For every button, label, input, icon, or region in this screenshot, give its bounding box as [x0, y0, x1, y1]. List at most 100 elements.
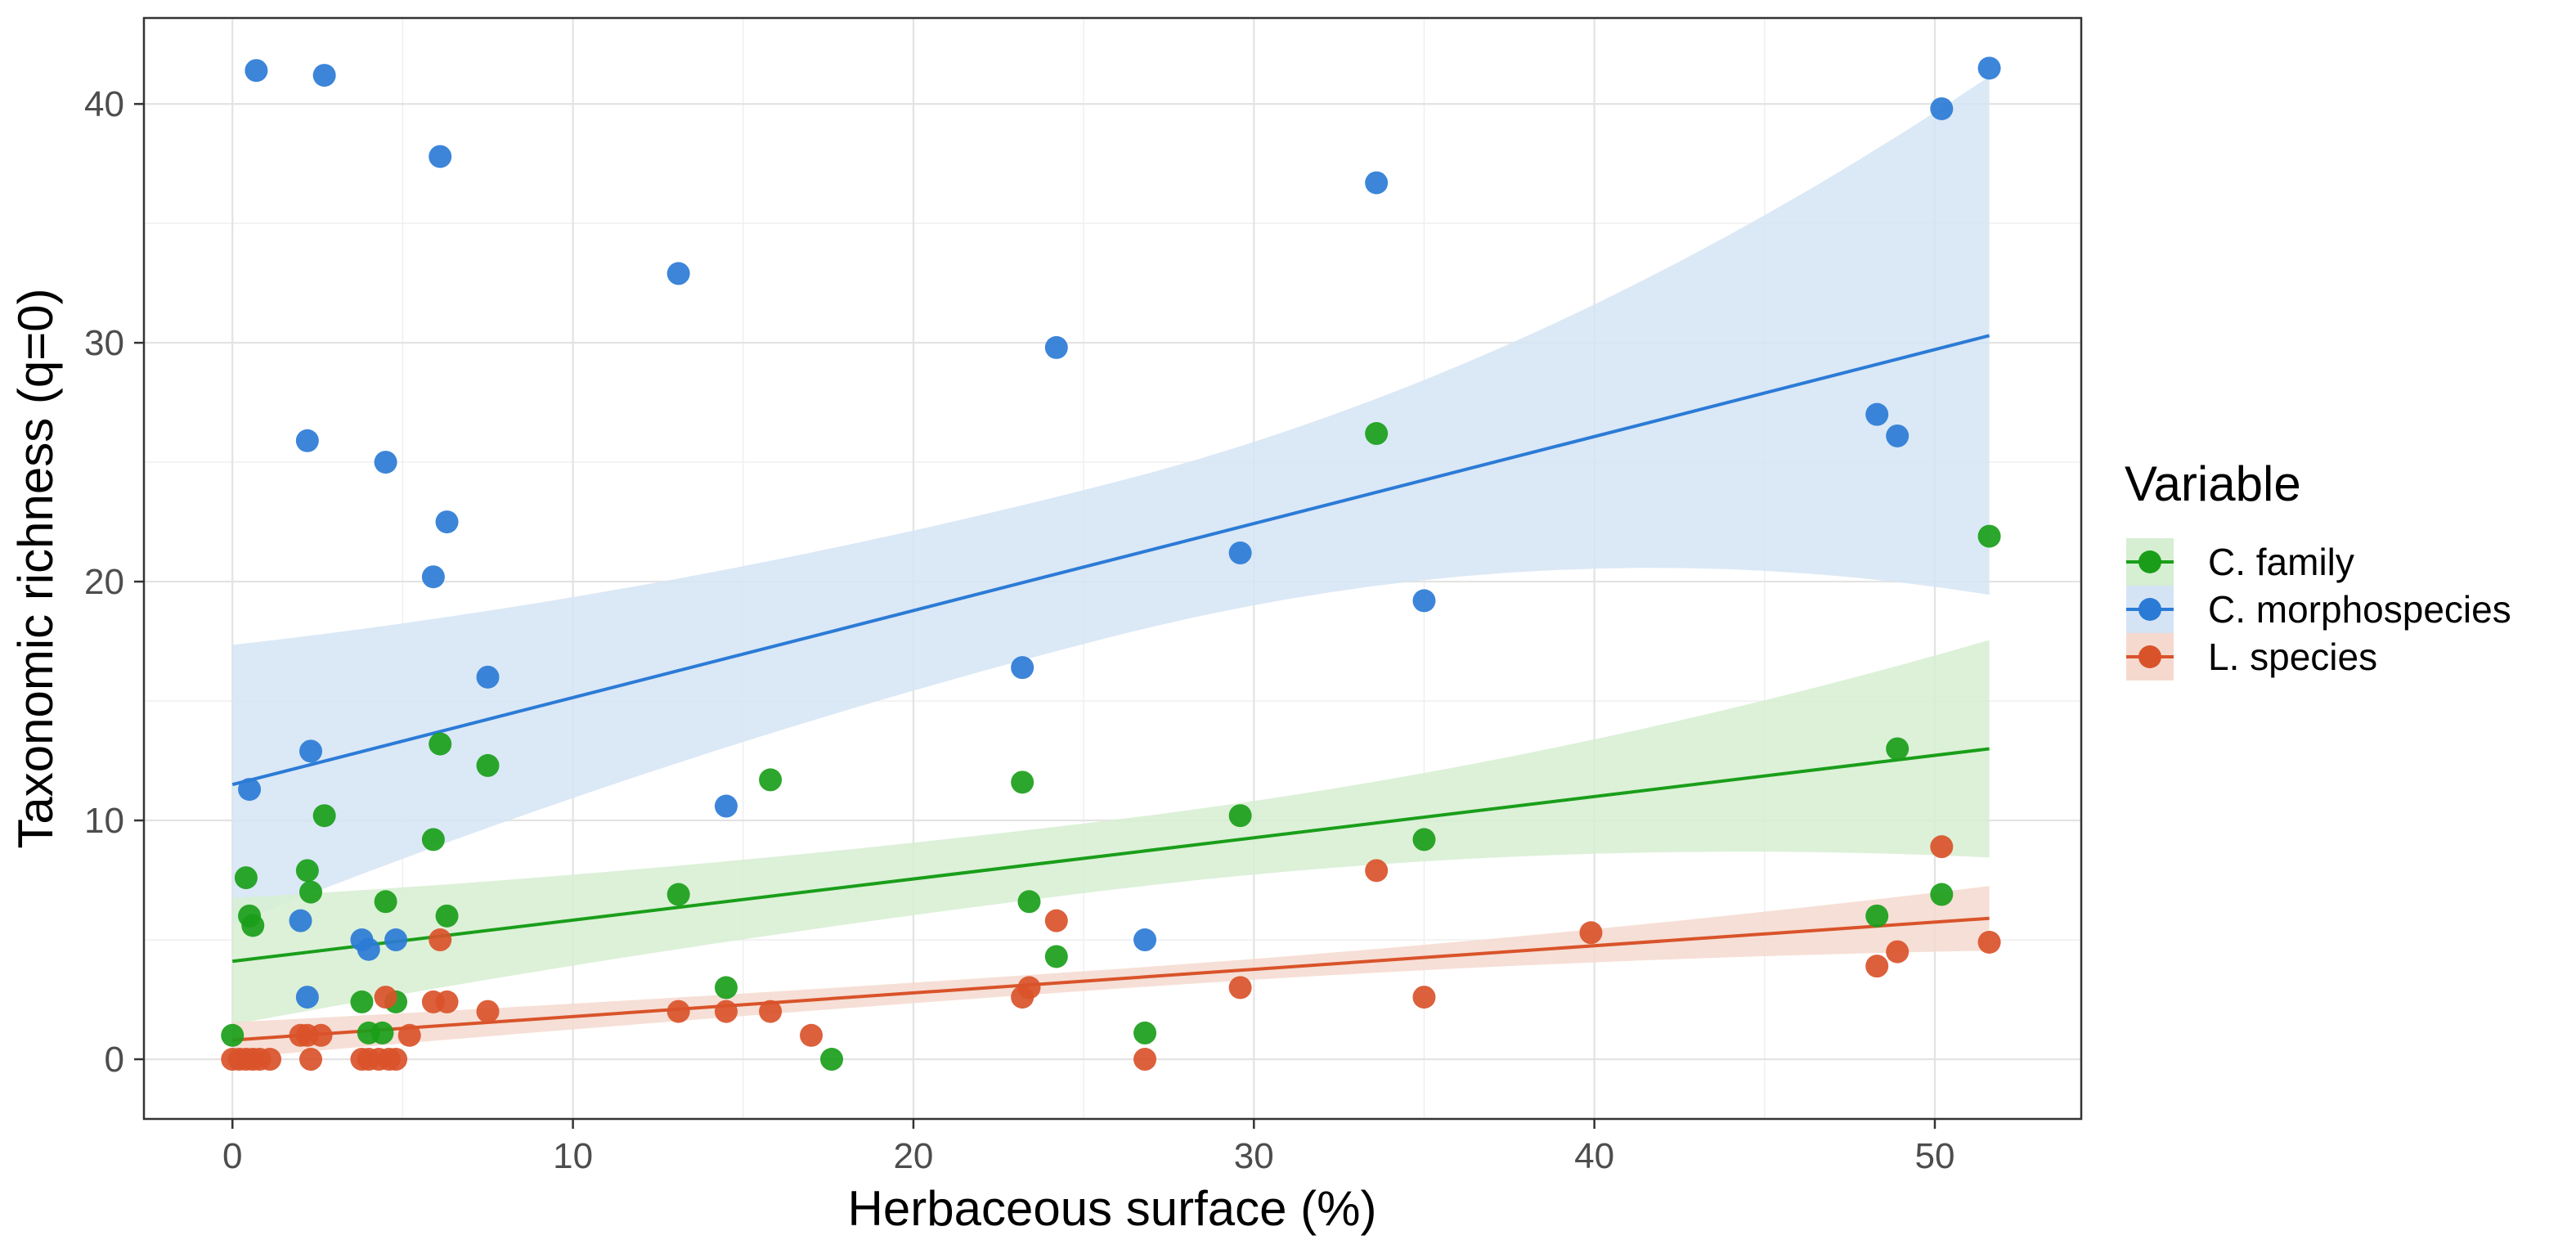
data-point-c-family: [476, 753, 500, 777]
legend-label-l-species: L. species: [2208, 636, 2377, 678]
data-point-l-species: [1886, 940, 1910, 964]
data-point-c-family: [1365, 422, 1389, 446]
data-point-c-morphospecies: [1044, 335, 1068, 359]
data-point-c-morphospecies: [1977, 56, 2001, 80]
data-point-c-family: [1412, 828, 1436, 851]
data-point-c-family: [299, 880, 323, 904]
data-point-c-family: [666, 883, 690, 906]
y-tick-label: 10: [84, 801, 124, 841]
legend-key-point: [2138, 550, 2161, 573]
data-point-l-species: [374, 986, 397, 1009]
data-point-c-family: [312, 804, 336, 828]
legend-title: Variable: [2125, 456, 2301, 511]
data-point-c-morphospecies: [295, 986, 319, 1009]
data-point-c-family: [1228, 804, 1252, 828]
data-point-l-species: [299, 1048, 323, 1072]
legend-label-c-family: C. family: [2208, 541, 2354, 583]
x-tick-label: 10: [553, 1136, 593, 1176]
data-point-c-family: [1977, 524, 2001, 548]
data-point-c-family: [1886, 737, 1910, 761]
data-point-c-morphospecies: [714, 794, 738, 818]
data-point-l-species: [759, 1000, 783, 1023]
data-point-l-species: [429, 928, 452, 952]
data-point-l-species: [1930, 835, 1954, 859]
data-point-c-family: [1044, 945, 1068, 968]
plot-panel: [142, 16, 2083, 1121]
confidence-band-c-family: [232, 640, 1990, 1025]
data-point-c-morphospecies: [384, 928, 408, 952]
data-point-c-morphospecies: [666, 262, 690, 285]
data-point-c-family: [1930, 883, 1954, 906]
data-point-c-morphospecies: [1865, 402, 1889, 426]
data-point-c-morphospecies: [1412, 589, 1436, 613]
data-point-c-morphospecies: [421, 565, 445, 589]
data-point-c-morphospecies: [299, 739, 323, 763]
data-point-l-species: [309, 1023, 333, 1047]
data-point-l-species: [1977, 930, 2001, 954]
data-point-l-species: [1133, 1048, 1157, 1072]
data-point-c-family: [295, 859, 319, 883]
x-tick-label: 50: [1914, 1136, 1954, 1176]
data-point-c-morphospecies: [238, 778, 262, 802]
data-point-c-morphospecies: [374, 451, 397, 474]
data-point-l-species: [258, 1048, 282, 1072]
trend-line-c-morphospecies: [231, 334, 1990, 787]
data-point-l-species: [666, 1000, 690, 1023]
data-point-c-morphospecies: [1365, 171, 1389, 195]
data-point-l-species: [1579, 921, 1603, 945]
data-point-c-morphospecies: [476, 665, 500, 689]
x-tick-label: 40: [1574, 1136, 1614, 1176]
trend-lines: [231, 334, 1990, 1042]
y-axis-ticks: 0 10 20 30 40: [84, 84, 144, 1080]
data-point-c-family: [435, 904, 459, 928]
y-tick-label: 30: [84, 323, 124, 363]
data-point-c-morphospecies: [1886, 424, 1910, 447]
legend-label-c-morphospecies: C. morphospecies: [2208, 588, 2511, 631]
x-tick-label: 0: [222, 1136, 242, 1176]
data-point-l-species: [1017, 976, 1041, 1000]
data-point-c-family: [241, 914, 265, 937]
data-point-l-species: [1228, 976, 1252, 1000]
data-point-l-species: [397, 1023, 421, 1047]
data-point-c-family: [221, 1023, 245, 1047]
data-point-c-family: [1011, 771, 1034, 794]
y-tick-label: 0: [105, 1040, 124, 1080]
legend-key-point: [2138, 645, 2161, 668]
data-point-c-morphospecies: [429, 145, 452, 168]
trend-line-l-species: [232, 916, 1990, 1042]
data-point-c-family: [234, 866, 258, 890]
y-axis-title: Taxonomic richness (q=0): [8, 288, 63, 848]
data-point-c-family: [1017, 890, 1041, 914]
data-point-c-morphospecies: [1011, 656, 1034, 680]
data-point-c-morphospecies: [1133, 928, 1157, 952]
confidence-band-c-morphospecies: [232, 76, 1990, 924]
x-tick-label: 20: [893, 1136, 933, 1176]
data-point-c-family: [714, 976, 738, 1000]
data-point-c-family: [421, 828, 445, 851]
data-point-c-family: [350, 990, 374, 1013]
x-tick-label: 30: [1234, 1136, 1274, 1176]
data-point-c-family: [374, 890, 397, 914]
legend: Variable C. family C. morphospecies L. spe…: [2125, 456, 2511, 681]
data-point-l-species: [476, 1000, 500, 1023]
data-point-c-family: [1865, 904, 1889, 928]
data-point-l-species: [384, 1048, 408, 1072]
data-point-c-morphospecies: [312, 64, 336, 88]
x-axis-ticks: 0 10 20 30 40 50: [222, 1119, 1954, 1176]
data-point-l-species: [800, 1023, 824, 1047]
legend-key-point: [2138, 598, 2161, 621]
y-tick-label: 20: [84, 562, 124, 602]
data-point-l-species: [1044, 909, 1068, 932]
data-point-c-family: [429, 732, 452, 756]
data-points: [221, 56, 2001, 1072]
data-point-c-morphospecies: [1228, 541, 1252, 565]
data-point-c-family: [1133, 1021, 1157, 1045]
data-point-c-morphospecies: [245, 59, 268, 83]
data-point-c-morphospecies: [295, 429, 319, 452]
data-point-c-morphospecies: [435, 510, 459, 534]
data-point-c-family: [820, 1048, 844, 1072]
data-point-l-species: [1865, 955, 1889, 978]
data-point-l-species: [1365, 859, 1389, 883]
data-point-c-family: [759, 768, 783, 792]
